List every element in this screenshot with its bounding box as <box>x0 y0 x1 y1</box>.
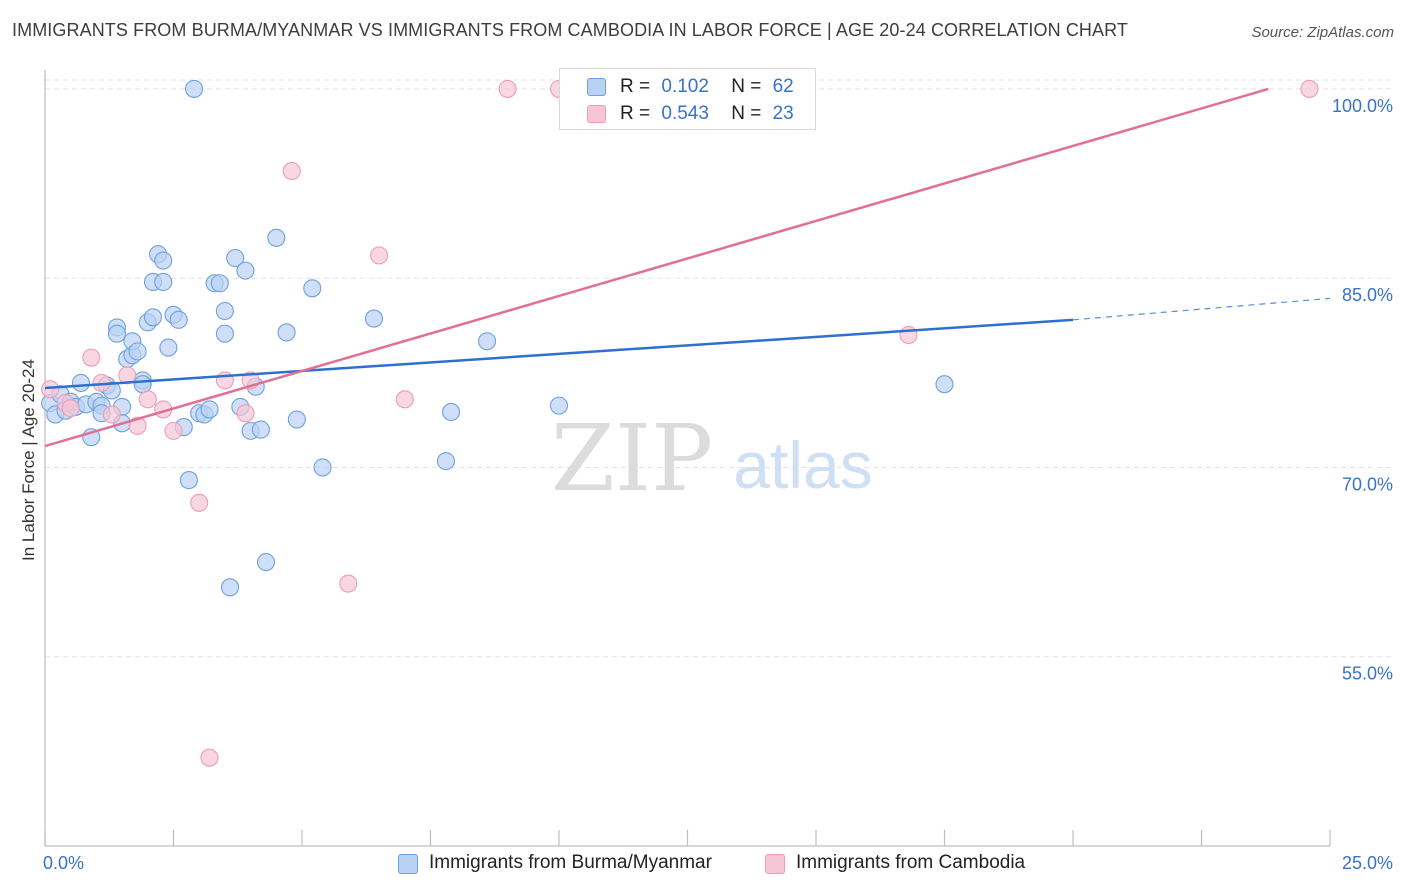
watermark-atlas: atlas <box>733 428 872 502</box>
y-tick-label: 85.0% <box>1342 285 1393 305</box>
legend-swatch-cambodia <box>587 105 606 123</box>
burma-point <box>267 228 286 247</box>
legend-r-label: R = <box>620 103 651 124</box>
axes <box>44 70 1331 847</box>
bottom-legend-swatch-cambodia <box>765 854 785 874</box>
cambodia-point <box>282 161 301 180</box>
cambodia-point <box>339 574 358 593</box>
cambodia-point <box>498 79 517 98</box>
cambodia-point <box>82 348 101 367</box>
tick-labels: 55.0% 70.0% 85.0% 100.0% 0.0% 25.0% <box>43 96 1393 873</box>
burma-point <box>287 410 306 429</box>
y-tick-label: 55.0% <box>1342 664 1393 684</box>
burma-point <box>71 373 91 392</box>
cambodia-point <box>102 405 121 424</box>
burma-point <box>364 309 384 328</box>
burma-point <box>236 261 255 280</box>
cambodia-point <box>395 390 414 409</box>
burma-point <box>303 279 322 298</box>
burma-point <box>210 274 229 293</box>
y-tick-label: 100.0% <box>1332 96 1393 116</box>
x-tick-label: 25.0% <box>1342 853 1393 873</box>
cambodia-point <box>61 399 80 418</box>
cambodia-point <box>190 493 209 512</box>
burma-trend-extension <box>1072 297 1331 321</box>
burma-point <box>215 301 234 321</box>
burma-point <box>442 402 461 421</box>
burma-point <box>935 375 954 394</box>
watermark-zip: ZIP <box>551 405 713 512</box>
burma-point <box>256 553 276 572</box>
burma-point <box>107 324 127 343</box>
cambodia-point <box>118 366 137 385</box>
burma-point <box>128 342 147 361</box>
burma-point <box>215 324 234 343</box>
burma-point <box>477 332 497 351</box>
correlation-legend: R = 0.102 N = 62 R = 0.543 N = 23 <box>559 68 816 130</box>
burma-point <box>200 400 219 419</box>
burma-point <box>251 420 270 439</box>
bottom-legend-label-burma: Immigrants from Burma/Myanmar <box>429 852 712 873</box>
legend-swatch-burma <box>587 78 606 96</box>
x-tick-label: 0.0% <box>43 853 84 873</box>
burma-point <box>185 79 204 98</box>
legend-n-value-cambodia: 23 <box>772 103 794 124</box>
burma-point <box>313 458 332 477</box>
bottom-legend-swatch-burma <box>398 854 418 874</box>
cambodia-point <box>1300 79 1319 98</box>
trend-lines <box>44 87 1331 448</box>
cambodia-point <box>128 416 147 435</box>
legend-n-label: N = <box>731 76 762 97</box>
chart-title: IMMIGRANTS FROM BURMA/MYANMAR VS IMMIGRA… <box>12 20 1128 40</box>
series-burma-points <box>41 79 954 597</box>
cambodia-trend-line <box>44 87 1269 448</box>
cambodia-point <box>164 421 183 440</box>
legend-n-value-burma: 62 <box>772 76 794 97</box>
burma-point <box>179 471 198 490</box>
cambodia-point <box>200 748 219 767</box>
burma-point <box>226 248 245 268</box>
legend-r-value-cambodia: 0.543 <box>661 103 709 124</box>
watermark: ZIP atlas <box>551 405 873 512</box>
burma-trend-line <box>44 318 1074 390</box>
y-axis-title: In Labor Force | Age 20-24 <box>19 359 38 561</box>
burma-point <box>143 308 162 327</box>
burma-point <box>549 396 569 415</box>
burma-point <box>169 310 188 329</box>
burma-point <box>277 323 296 342</box>
burma-point <box>436 452 455 471</box>
legend-n-label: N = <box>731 103 762 124</box>
cambodia-point <box>236 404 255 423</box>
cambodia-point <box>370 246 389 265</box>
burma-point <box>159 338 178 357</box>
bottom-legend-label-cambodia: Immigrants from Cambodia <box>796 852 1026 873</box>
source-credit: Source: ZipAtlas.com <box>1251 24 1394 41</box>
gridlines <box>45 79 1392 658</box>
burma-point <box>154 251 173 270</box>
burma-point <box>154 272 173 292</box>
legend-r-value-burma: 0.102 <box>661 76 709 97</box>
cambodia-point <box>138 390 157 409</box>
burma-point <box>133 375 152 394</box>
legend-r-label: R = <box>620 76 651 97</box>
burma-point <box>220 578 240 597</box>
cambodia-point <box>41 380 60 399</box>
y-tick-label: 70.0% <box>1342 474 1393 494</box>
cambodia-point <box>899 325 918 345</box>
